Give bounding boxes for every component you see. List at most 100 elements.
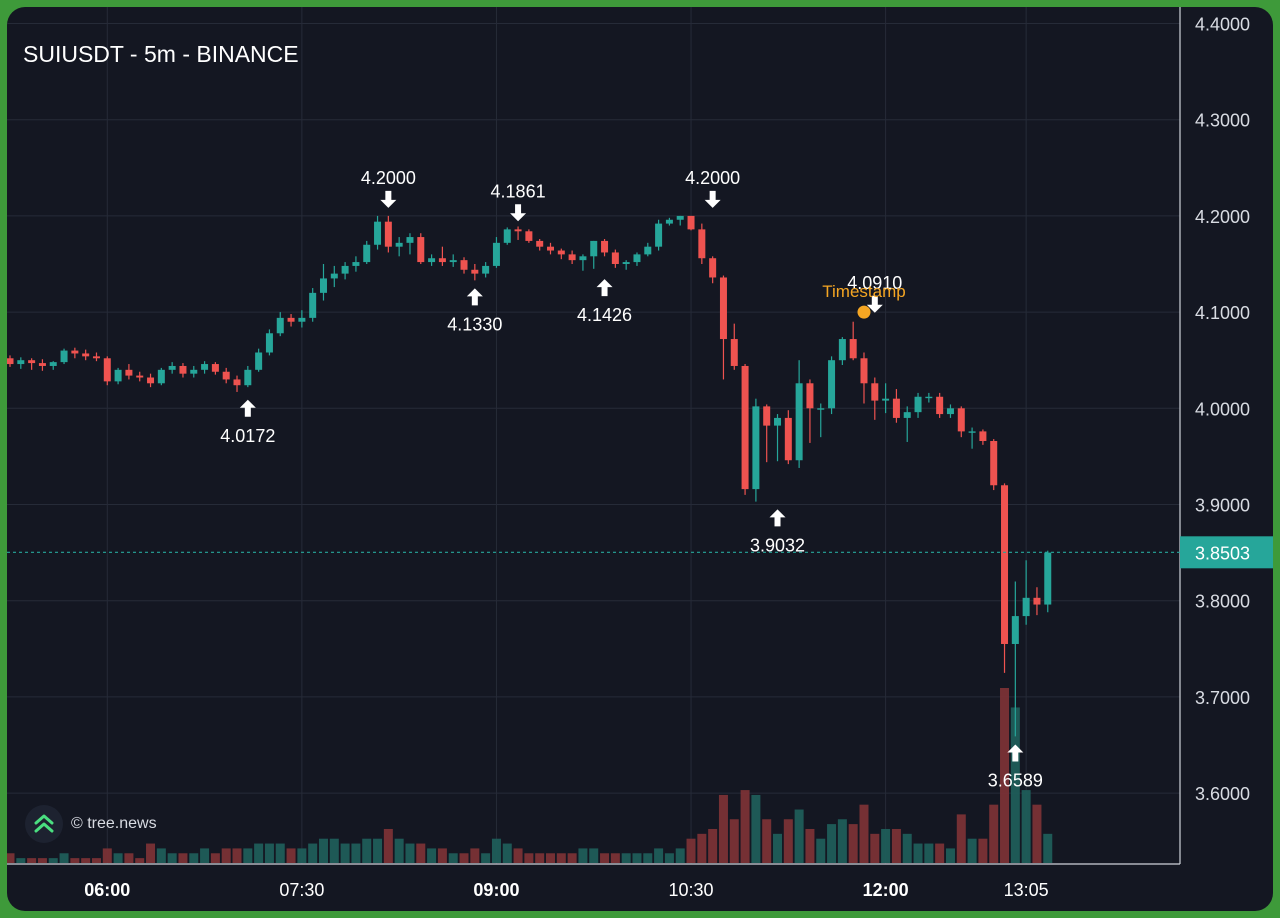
candle: [428, 254, 436, 266]
candle-body: [741, 365, 749, 490]
candle: [438, 246, 446, 266]
candle: [71, 347, 79, 359]
last-price-badge: [1180, 536, 1273, 569]
volume-bar: [751, 794, 761, 863]
candle: [406, 233, 414, 255]
x-tick-label: 07:30: [279, 880, 324, 900]
price-annotation: 3.6589: [988, 744, 1043, 790]
chart-title: SUIUSDT - 5m - BINANCE: [23, 41, 299, 67]
candle-body: [676, 215, 684, 220]
volume-bar: [881, 828, 891, 863]
candle-body: [319, 278, 327, 293]
candle: [17, 357, 25, 369]
x-tick-label: 09:00: [473, 880, 519, 900]
candle-body: [92, 356, 100, 359]
candle-body: [957, 408, 965, 432]
candle: [114, 367, 122, 385]
volume-bar: [243, 848, 253, 863]
candle-body: [384, 221, 392, 247]
y-tick-label: 4.1000: [1195, 303, 1250, 323]
candle: [136, 371, 144, 382]
candle: [741, 364, 749, 495]
volume-bar: [783, 819, 793, 863]
candle-body: [590, 240, 598, 257]
annotation-label: 4.0910: [847, 273, 902, 293]
candle-body: [179, 365, 187, 374]
volume-bar: [740, 790, 750, 863]
candle-body: [330, 273, 338, 279]
candle-body: [49, 362, 57, 366]
price-annotation: 4.0172: [220, 399, 275, 446]
candle: [676, 215, 684, 226]
candle: [633, 252, 641, 266]
candle-body: [114, 369, 122, 382]
volume-bar: [318, 838, 328, 863]
volume-bar: [329, 838, 339, 863]
arrow-up-icon: [769, 509, 786, 527]
volume-bar: [935, 843, 945, 863]
candle-body: [255, 352, 263, 370]
candle-body: [7, 358, 14, 365]
arrow-down-icon: [380, 190, 397, 208]
candle-body: [644, 246, 652, 255]
candle-body: [828, 360, 836, 409]
candle-body: [60, 350, 68, 363]
volume-bar: [156, 848, 166, 863]
candle-body: [709, 258, 717, 278]
candle: [38, 359, 46, 371]
arrow-down-icon: [866, 295, 883, 313]
candle-body: [882, 398, 890, 401]
price-annotation: 4.1426: [577, 279, 632, 325]
candle: [147, 373, 155, 388]
x-tick-label: 13:05: [1004, 880, 1049, 900]
volume-bar: [16, 858, 26, 863]
price-annotation: 4.0910: [847, 273, 902, 313]
candle-body: [211, 364, 219, 372]
candle: [460, 257, 468, 274]
volume-bar: [81, 858, 91, 863]
volume-bar: [459, 853, 469, 863]
annotation-label: 3.6589: [988, 770, 1043, 790]
candle: [482, 262, 490, 278]
candle: [1001, 483, 1009, 673]
volume-bar: [989, 804, 999, 863]
volume-bar: [686, 838, 696, 863]
candle: [979, 429, 987, 445]
candle: [384, 215, 392, 253]
price-annotation: 4.2000: [361, 168, 416, 208]
watermark[interactable]: © tree.news: [25, 805, 157, 843]
candle-body: [82, 353, 90, 357]
candle-body: [201, 364, 209, 370]
candle: [49, 361, 57, 370]
candle: [709, 256, 717, 284]
candle-body: [71, 350, 79, 354]
candle: [644, 242, 652, 257]
volume-bar: [816, 838, 826, 863]
candle: [449, 254, 457, 267]
candle-body: [817, 408, 825, 410]
volume-bar: [1032, 804, 1042, 863]
volume-bar: [546, 853, 555, 863]
arrow-up-icon: [596, 279, 613, 297]
candle: [1044, 550, 1052, 613]
volume-bar: [924, 843, 934, 863]
volume-bar: [578, 848, 588, 863]
candle: [168, 362, 176, 374]
volume-bar: [113, 853, 123, 863]
candle: [849, 321, 857, 361]
candle-body: [222, 371, 230, 380]
candle: [1022, 560, 1030, 625]
price-annotation: 3.9032: [750, 509, 805, 555]
annotation-label: 4.0172: [220, 426, 275, 446]
candle: [298, 310, 306, 328]
candle: [914, 392, 922, 418]
arrow-up-icon: [1007, 744, 1024, 762]
annotation-label: 4.2000: [361, 168, 416, 188]
candle: [352, 256, 360, 272]
candle-body: [946, 408, 954, 415]
candle-body: [374, 221, 382, 245]
volume-bar: [729, 819, 739, 863]
candle-body: [611, 252, 619, 264]
volume-bar: [567, 853, 577, 863]
candlestick-chart[interactable]: 4.4000 4.3000 4.2000 4.1000 4.0000 3.9000 3.80…: [7, 7, 1273, 911]
